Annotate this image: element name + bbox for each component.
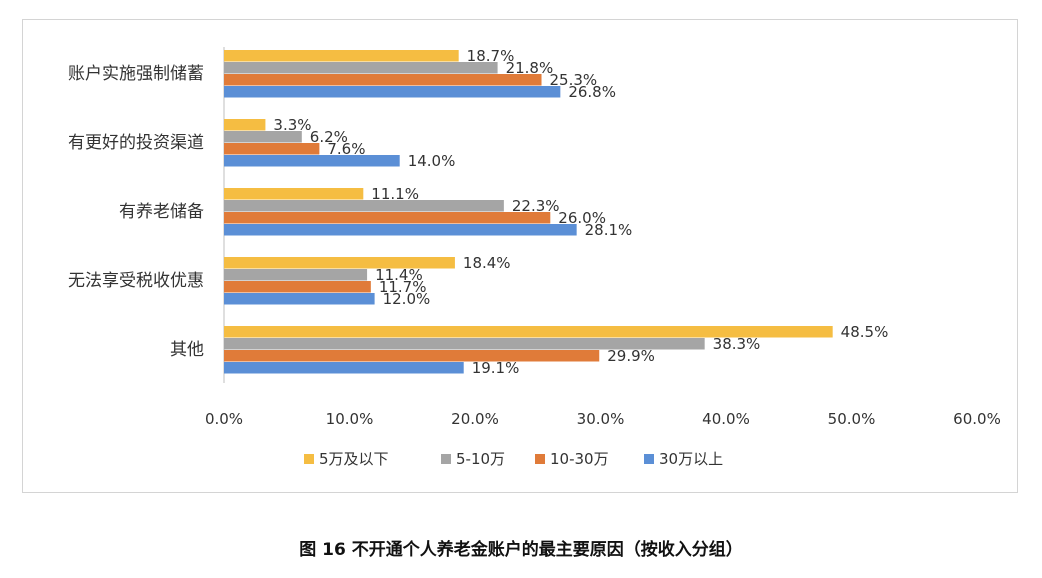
data-label: 26.8% — [568, 83, 616, 101]
bar-1 — [224, 200, 504, 212]
category-label: 有更好的投资渠道 — [68, 133, 204, 153]
category-label: 有养老储备 — [119, 202, 204, 222]
bar-1 — [224, 269, 368, 281]
bar-2 — [224, 143, 320, 155]
data-label: 6.2% — [310, 128, 348, 146]
data-label: 29.9% — [607, 347, 655, 365]
category-label: 其他 — [170, 340, 204, 360]
x-tick-label: 50.0% — [828, 410, 876, 428]
category-label: 无法享受税收优惠 — [68, 271, 204, 291]
figure-caption: 图 16 不开通个人养老金账户的最主要原因（按收入分组） — [299, 540, 743, 560]
x-tick-label: 40.0% — [702, 410, 750, 428]
data-label: 21.8% — [506, 59, 554, 77]
legend-label: 30万以上 — [659, 450, 723, 468]
legend-label: 10-30万 — [550, 450, 609, 468]
bar-1 — [224, 131, 302, 143]
bar-3 — [224, 362, 464, 374]
data-label: 18.4% — [463, 254, 511, 272]
data-label: 11.1% — [371, 185, 419, 203]
bar-0 — [224, 188, 364, 200]
data-label: 14.0% — [408, 152, 456, 170]
legend-swatch-2 — [535, 454, 545, 464]
x-tick-label: 0.0% — [205, 410, 243, 428]
data-label: 26.0% — [558, 209, 606, 227]
bar-1 — [224, 338, 705, 350]
bar-3 — [224, 293, 375, 305]
x-tick-label: 20.0% — [451, 410, 499, 428]
legend-swatch-1 — [441, 454, 451, 464]
data-label: 11.7% — [379, 278, 427, 296]
bar-2 — [224, 212, 551, 224]
bar-3 — [224, 86, 561, 98]
data-label: 19.1% — [472, 359, 520, 377]
bar-2 — [224, 350, 600, 362]
category-label: 账户实施强制储蓄 — [68, 64, 204, 84]
legend-swatch-0 — [304, 454, 314, 464]
x-tick-label: 30.0% — [577, 410, 625, 428]
data-label: 48.5% — [841, 323, 889, 341]
legend-label: 5万及以下 — [319, 450, 389, 468]
data-label: 38.3% — [713, 335, 761, 353]
data-label: 25.3% — [550, 71, 598, 89]
bar-1 — [224, 62, 498, 74]
legend-swatch-3 — [644, 454, 654, 464]
data-label: 11.4% — [375, 266, 423, 284]
bar-3 — [224, 224, 577, 236]
chart-frame — [22, 19, 1018, 493]
data-label: 12.0% — [383, 290, 431, 308]
bar-0 — [224, 50, 459, 62]
x-tick-label: 10.0% — [326, 410, 374, 428]
data-label: 22.3% — [512, 197, 560, 215]
bar-3 — [224, 155, 400, 167]
data-label: 18.7% — [467, 47, 515, 65]
bar-2 — [224, 281, 371, 293]
bar-0 — [224, 326, 833, 338]
x-tick-label: 60.0% — [953, 410, 1001, 428]
data-label: 7.6% — [327, 140, 365, 158]
bar-0 — [224, 119, 266, 131]
legend-label: 5-10万 — [456, 450, 505, 468]
data-label: 3.3% — [273, 116, 311, 134]
bar-2 — [224, 74, 542, 86]
bar-0 — [224, 257, 455, 269]
data-label: 28.1% — [585, 221, 633, 239]
